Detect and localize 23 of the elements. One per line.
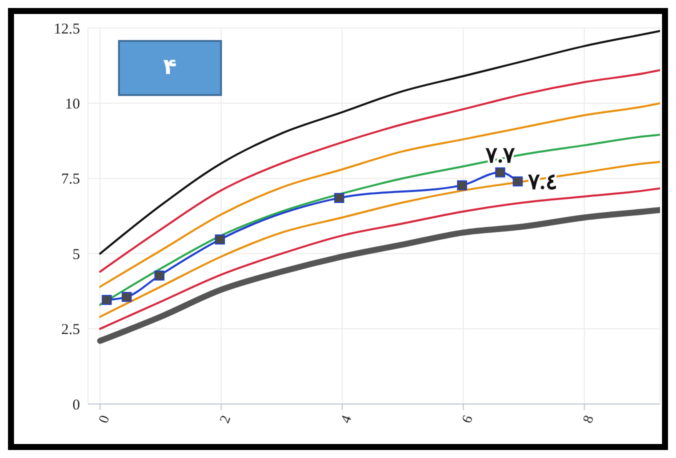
x-tick-label: 0 (96, 414, 114, 426)
y-tick-label: 10 (65, 96, 80, 113)
y-tick-label: 2.5 (61, 322, 80, 338)
point (334, 192, 344, 203)
label-box: ۴ (118, 40, 222, 96)
x-tick-label: 2 (218, 414, 234, 426)
point (457, 180, 468, 190)
point (102, 294, 112, 305)
x-tick-label: 4 (338, 414, 356, 426)
point (512, 176, 523, 186)
point (214, 234, 225, 244)
point (495, 167, 506, 178)
y-tick-label: 5 (72, 246, 80, 263)
y-tick-label: 12.5 (54, 21, 80, 38)
point (122, 292, 132, 302)
y-tick-label: 7.5 (61, 172, 80, 188)
point (154, 270, 164, 281)
line-series (99, 102, 660, 288)
x-tick-label: 8 (580, 414, 598, 426)
line-series (99, 30, 660, 255)
y-tick-label: 0 (72, 397, 80, 414)
line-series (99, 134, 660, 306)
x-tick-label: 6 (460, 414, 476, 426)
